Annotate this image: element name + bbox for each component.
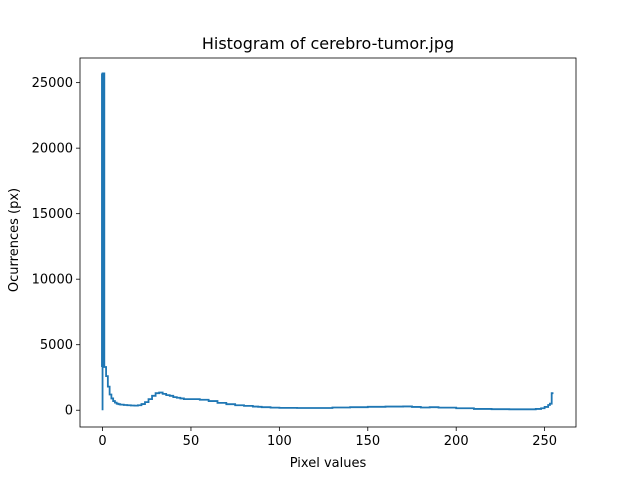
x-tick-label: 250 [532, 434, 557, 449]
x-tick-label: 0 [98, 434, 106, 449]
y-tick-label: 15000 [32, 207, 73, 222]
x-axis: 0 50 100 150 200 250 [98, 427, 557, 449]
y-tick-label: 20000 [32, 142, 73, 157]
y-tick-label: 0 [65, 404, 73, 419]
plot-frame [79, 57, 577, 428]
x-tick-label: 200 [444, 434, 469, 449]
x-axis-label: Pixel values [290, 456, 367, 471]
histogram-spike [101, 73, 105, 367]
y-tick-label: 25000 [32, 76, 73, 91]
chart-title: Histogram of cerebro-tumor.jpg [202, 34, 454, 53]
histogram-line [101, 72, 554, 411]
x-tick-label: 50 [183, 434, 200, 449]
y-axis-label: Ocurrences (px) [7, 188, 22, 292]
x-tick-label: 100 [267, 434, 292, 449]
y-tick-label: 5000 [40, 338, 73, 353]
x-tick-label: 150 [355, 434, 380, 449]
y-tick-label: 10000 [32, 273, 73, 288]
plot-area [79, 57, 577, 428]
y-axis: 0 5000 10000 15000 20000 25000 [32, 76, 80, 419]
